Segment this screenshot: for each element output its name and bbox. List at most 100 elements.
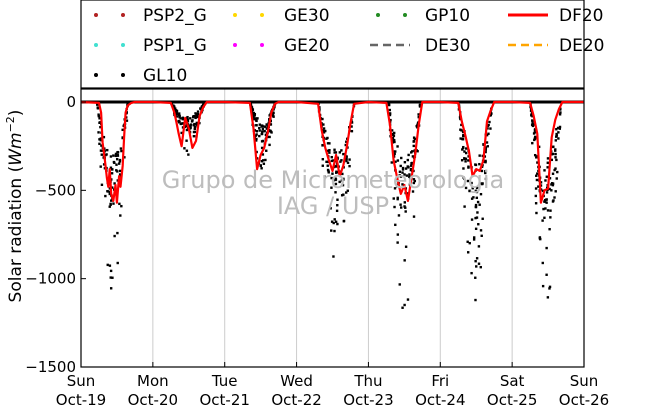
gl10-point: [416, 150, 419, 153]
gl10-point: [474, 205, 478, 209]
series-layer: [80, 100, 584, 309]
gl10-point: [193, 127, 196, 131]
gl10-point: [474, 276, 477, 279]
gl10-point: [335, 165, 338, 168]
gl10-point: [341, 183, 345, 187]
gl10-point: [411, 150, 414, 153]
y-tick-label: 0: [66, 93, 76, 111]
gl10-point: [348, 164, 351, 168]
gl10-point: [401, 171, 404, 174]
gl10-point: [117, 162, 121, 165]
gl10-point: [551, 172, 555, 175]
gl10-point: [468, 241, 471, 245]
gl10-point: [334, 177, 337, 180]
gl10-point: [181, 116, 185, 120]
gl10-point: [342, 193, 345, 196]
gl10-point: [348, 158, 351, 161]
gl10-point: [192, 135, 196, 138]
gl10-point: [121, 128, 124, 132]
gl10-point: [461, 137, 464, 141]
gl10-point: [261, 153, 265, 156]
gl10-point: [537, 185, 540, 188]
gl10-point: [390, 129, 394, 132]
gl10-point: [484, 148, 487, 151]
legend-label: PSP2_G: [143, 6, 207, 26]
gl10-point: [542, 207, 545, 211]
gl10-point: [112, 160, 116, 164]
gl10-point: [411, 155, 415, 158]
gl10-point: [474, 259, 477, 263]
gl10-point: [321, 164, 324, 167]
gl10-point: [556, 126, 560, 130]
gl10-point: [330, 155, 333, 159]
gl10-point: [409, 164, 413, 167]
gl10-point: [330, 229, 333, 232]
gl10-point: [252, 111, 256, 115]
gl10-point: [387, 103, 391, 107]
gl10-point: [125, 119, 129, 122]
gl10-point: [192, 124, 195, 127]
gl10-point: [559, 111, 562, 114]
legend-marker: [94, 13, 98, 17]
gl10-point: [396, 233, 400, 236]
gl10-point: [406, 158, 410, 162]
x-tick-label-day: Wed: [280, 372, 313, 390]
legend-marker: [121, 13, 125, 17]
x-tick-label-day: Mon: [137, 372, 169, 390]
gl10-point: [203, 102, 206, 105]
gl10-point: [462, 130, 465, 134]
gl10-point: [546, 157, 550, 160]
gl10-point: [551, 183, 555, 187]
gl10-point: [186, 115, 189, 119]
gl10-point: [535, 211, 538, 215]
gl10-point: [475, 186, 479, 190]
gl10-point: [477, 245, 481, 248]
gl10-point: [398, 170, 402, 173]
gl10-point: [401, 168, 405, 171]
gl10-point: [261, 127, 265, 131]
gl10-point: [251, 108, 255, 111]
gl10-point: [99, 137, 103, 140]
grid: [152, 89, 513, 367]
gl10-point: [109, 276, 112, 279]
gl10-point: [260, 167, 263, 170]
gl10-point: [262, 162, 266, 165]
gl10-point: [179, 122, 183, 126]
legend-frame: [80, 0, 585, 89]
gl10-point: [546, 296, 550, 299]
gl10-point: [555, 177, 558, 180]
gl10-point: [489, 127, 492, 130]
gl10-point: [484, 171, 487, 175]
gl10-point: [335, 209, 339, 213]
gl10-point: [548, 285, 552, 289]
gl10-point: [557, 131, 560, 134]
gl10-point: [417, 113, 420, 116]
gl10-point: [261, 130, 264, 133]
y-tick-label: −500: [35, 181, 76, 199]
gl10-point: [102, 163, 106, 166]
gl10-point: [533, 128, 537, 131]
gl10-point: [175, 111, 179, 114]
legend-marker: [260, 13, 264, 17]
legend-marker: [233, 43, 237, 47]
gl10-point: [413, 137, 417, 141]
gl10-point: [100, 144, 103, 147]
gl10-point: [261, 139, 265, 143]
gl10-point: [268, 135, 271, 139]
gl10-point: [255, 119, 258, 122]
gl10-point: [460, 129, 463, 132]
gl10-point: [558, 125, 562, 129]
gl10-point: [173, 107, 176, 110]
gl10-point: [399, 206, 403, 209]
gl10-point: [188, 126, 192, 130]
gl10-point: [548, 227, 551, 231]
gl10-point: [118, 158, 122, 162]
gl10-point: [543, 169, 546, 172]
gl10-point: [321, 117, 324, 121]
gl10-point: [491, 101, 494, 104]
gl10-point: [272, 111, 275, 115]
gl10-point: [476, 211, 479, 214]
gl10-point: [408, 177, 412, 180]
gl10-point: [114, 154, 118, 158]
gl10-point: [339, 160, 342, 163]
